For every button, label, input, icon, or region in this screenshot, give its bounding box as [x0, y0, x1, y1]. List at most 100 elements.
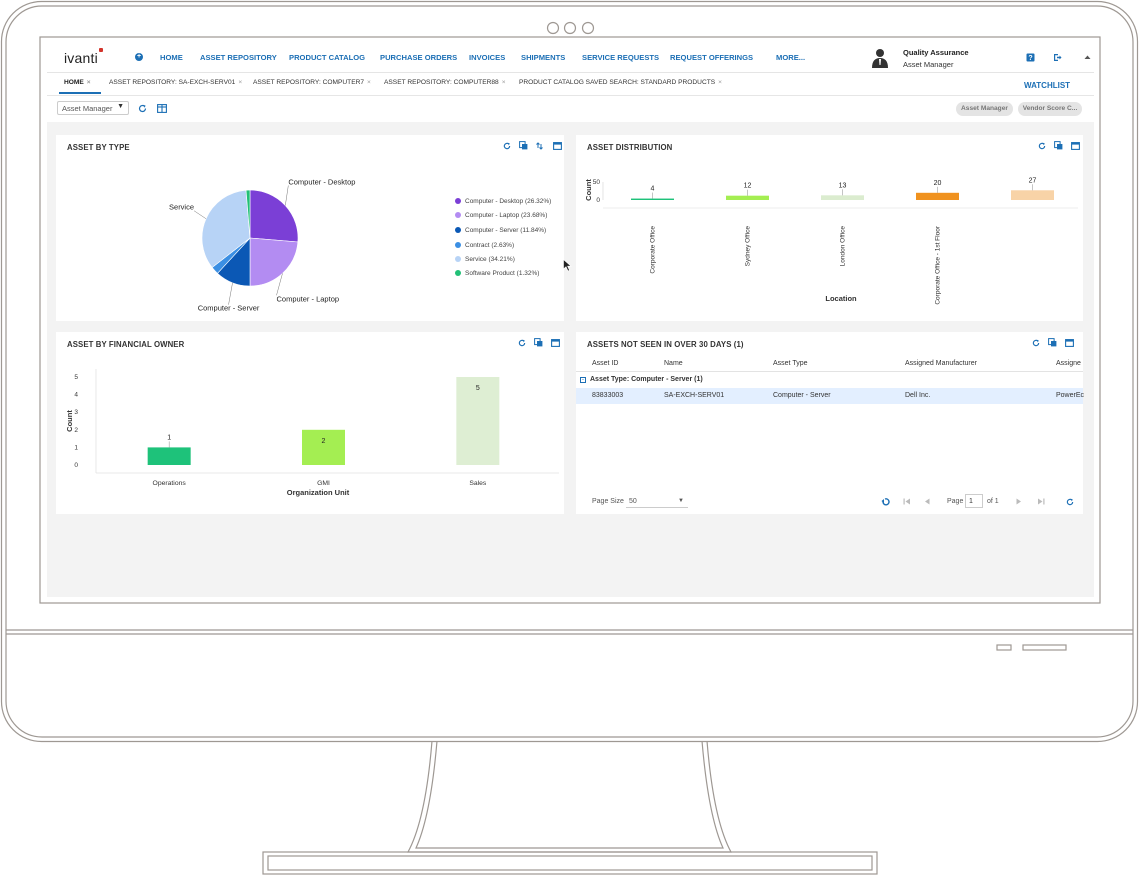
- tab-label: ASSET REPOSITORY: COMPUTER7: [253, 79, 365, 86]
- tab-asset-sa-exch-serv01[interactable]: ASSET REPOSITORY: SA-EXCH-SERV01 ×: [109, 79, 242, 86]
- top-nav: ivanti + HOME ASSET REPOSITORY PRODUCT C…: [47, 44, 1094, 73]
- legend-item[interactable]: Computer - Server (11.84%): [455, 227, 546, 234]
- table-row[interactable]: 83833003 SA-EXCH-SERV01 Computer - Serve…: [576, 388, 1084, 404]
- maximize-icon[interactable]: [551, 339, 561, 349]
- pill-asset-manager[interactable]: Asset Manager: [956, 102, 1013, 116]
- help-icon[interactable]: ?: [1026, 53, 1035, 62]
- export-icon[interactable]: [534, 338, 543, 349]
- pie-slice-label: Service: [169, 203, 194, 212]
- role-select[interactable]: Asset Manager ▼: [57, 101, 129, 115]
- pill-vendor-score[interactable]: Vendor Score C...: [1018, 102, 1082, 116]
- panel-actions: [1026, 338, 1075, 349]
- pie-slice-label: Computer - Desktop: [288, 177, 355, 186]
- page-size-value: 50: [629, 498, 637, 505]
- user-name[interactable]: Quality Assurance: [903, 48, 969, 57]
- x-tick-label: Corporate Office - 1st Floor: [935, 225, 942, 304]
- nav-shipments[interactable]: SHIPMENTS: [521, 53, 566, 62]
- y-tick-label: 3: [74, 409, 78, 416]
- tab-label: PRODUCT CATALOG SAVED SEARCH: STANDARD P…: [519, 79, 716, 86]
- legend-item[interactable]: Computer - Laptop (23.68%): [455, 212, 547, 219]
- collapse-arrow-icon[interactable]: [1083, 53, 1092, 62]
- legend-item[interactable]: Service (34.21%): [455, 256, 515, 263]
- close-icon[interactable]: ×: [367, 79, 371, 86]
- collapse-group-icon[interactable]: -: [580, 377, 586, 383]
- undo-icon[interactable]: [881, 497, 890, 506]
- nav-asset-repository[interactable]: ASSET REPOSITORY: [200, 53, 277, 62]
- refresh-icon[interactable]: [1038, 142, 1046, 152]
- y-tick-label: 4: [74, 392, 78, 399]
- refresh-icon[interactable]: [138, 104, 147, 113]
- pie-label-leader: [193, 210, 207, 219]
- add-icon[interactable]: +: [135, 53, 143, 61]
- page-total: of 1: [987, 498, 999, 505]
- tab-asset-computer7[interactable]: ASSET REPOSITORY: COMPUTER7 ×: [253, 79, 371, 86]
- nav-service-requests[interactable]: SERVICE REQUESTS: [582, 53, 660, 62]
- close-icon[interactable]: ×: [501, 79, 506, 86]
- legend-item[interactable]: Software Product (1.32%): [455, 270, 539, 277]
- dashboard-toolbar: Asset Manager ▼ Asset Manager Vendor Scor…: [47, 96, 1094, 122]
- last-page-icon[interactable]: [1037, 498, 1045, 505]
- maximize-icon[interactable]: [552, 142, 562, 152]
- user-role: Asset Manager: [903, 60, 954, 69]
- export-icon[interactable]: [1054, 141, 1063, 152]
- refresh-icon[interactable]: [1032, 339, 1040, 349]
- expand-icon[interactable]: [536, 142, 544, 152]
- first-page-icon[interactable]: [903, 498, 911, 505]
- pie-label-leader: [276, 273, 283, 296]
- legend-item[interactable]: Contract (2.63%): [455, 242, 514, 249]
- ivanti-logo[interactable]: ivanti: [64, 48, 103, 66]
- column-header-manufacturer[interactable]: Assigned Manufacturer: [905, 360, 977, 367]
- legend-item[interactable]: Computer - Desktop (26.32%): [455, 198, 551, 205]
- logout-icon[interactable]: [1053, 53, 1062, 62]
- x-tick-label: Sydney Office: [745, 226, 752, 267]
- panel-title: ASSET DISTRIBUTION: [587, 143, 673, 152]
- column-header-assigned[interactable]: Assigne: [1056, 360, 1081, 367]
- bar: [821, 195, 864, 200]
- distribution-bar-chart: Count 0 50 4 Corporate Office 12 Sydney Office…: [584, 177, 1078, 305]
- refresh-icon[interactable]: [503, 142, 511, 152]
- y-tick-label: 1: [74, 444, 78, 451]
- x-tick-label: Operations: [153, 480, 187, 487]
- column-header-asset-id[interactable]: Asset ID: [592, 360, 619, 367]
- close-icon[interactable]: ×: [238, 79, 243, 86]
- pie-slice: [245, 189, 251, 239]
- tab-asset-computer88[interactable]: ASSET REPOSITORY: COMPUTER88 ×: [384, 79, 506, 86]
- prev-page-icon[interactable]: [924, 498, 930, 505]
- tab-home[interactable]: HOME ×: [64, 79, 91, 86]
- nav-more[interactable]: MORE...: [776, 53, 806, 62]
- tab-product-catalog-search[interactable]: PRODUCT CATALOG SAVED SEARCH: STANDARD P…: [519, 79, 722, 86]
- nav-home[interactable]: HOME: [160, 53, 183, 62]
- nav-product-catalog[interactable]: PRODUCT CATALOG: [289, 53, 366, 62]
- pie-label-leader: [285, 185, 289, 206]
- group-header[interactable]: Asset Type: Computer - Server (1): [590, 376, 703, 383]
- tab-label: HOME: [64, 79, 84, 86]
- data-label: 20: [934, 180, 942, 187]
- layout-icon[interactable]: [157, 104, 167, 113]
- page-size-select[interactable]: 50 ▼: [626, 495, 688, 508]
- export-icon[interactable]: [1048, 338, 1057, 349]
- page-number-input[interactable]: 1: [965, 494, 983, 508]
- column-header-asset-type[interactable]: Asset Type: [773, 360, 808, 367]
- tab-label: ASSET REPOSITORY: SA-EXCH-SERV01: [109, 79, 236, 86]
- bar: [1011, 190, 1054, 200]
- nav-purchase-orders[interactable]: PURCHASE ORDERS: [380, 53, 458, 62]
- close-icon[interactable]: ×: [86, 79, 91, 86]
- page-label: Page: [947, 498, 964, 505]
- user-avatar-icon[interactable]: [871, 48, 889, 68]
- maximize-icon[interactable]: [1065, 339, 1075, 349]
- column-header-name[interactable]: Name: [664, 360, 683, 367]
- maximize-icon[interactable]: [1071, 142, 1081, 152]
- camera-dots: [546, 21, 595, 35]
- nav-request-offerings[interactable]: REQUEST OFFERINGS: [670, 53, 754, 62]
- refresh-icon[interactable]: [1066, 498, 1074, 506]
- next-page-icon[interactable]: [1016, 498, 1022, 505]
- export-icon[interactable]: [519, 141, 528, 152]
- workspace-tabs: HOME × ASSET REPOSITORY: SA-EXCH-SERV01 × …: [47, 73, 1094, 96]
- nav-invoices[interactable]: INVOICES: [469, 53, 506, 62]
- x-tick-label: Corporate Office: [650, 226, 657, 274]
- watchlist-link[interactable]: WATCHLIST: [1024, 81, 1071, 90]
- panel-actions: [497, 141, 562, 152]
- refresh-icon[interactable]: [518, 339, 526, 349]
- close-icon[interactable]: ×: [718, 79, 722, 86]
- y-tick-label: 0: [74, 462, 78, 469]
